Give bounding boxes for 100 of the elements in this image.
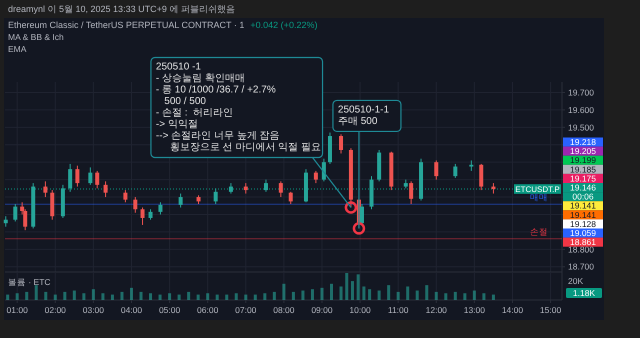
- ref-line-label: 매매: [530, 192, 548, 202]
- bar: [110, 294, 114, 300]
- candlestick: [491, 182, 496, 194]
- text: MA & BB & Ich: [8, 32, 64, 42]
- bar: [101, 293, 104, 300]
- y-tick-label: 19.500: [568, 122, 594, 132]
- candlestick: [288, 191, 293, 205]
- candlestick: [43, 180, 48, 198]
- bar: [196, 294, 200, 300]
- candlestick: [88, 166, 92, 186]
- bar: [6, 294, 10, 300]
- text: dreamynl 이 5월 10, 2025 13:33 UTC+9 에 퍼블리쉬했음: [8, 4, 235, 14]
- candlestick: [409, 180, 414, 205]
- bar: [272, 292, 276, 300]
- candlestick: [50, 190, 54, 220]
- x-tick-label: 14:00: [502, 305, 524, 315]
- chart-subtitle: +0.042 (+0.22%): [250, 20, 318, 30]
- bar: [320, 288, 324, 300]
- candlestick: [13, 204, 18, 222]
- bar: [82, 293, 86, 300]
- annotation: 250510-1-1 주매 500: [338, 104, 390, 127]
- x-tick-label: 01:00: [6, 305, 28, 315]
- candlestick: [264, 179, 268, 192]
- bar: [25, 292, 28, 300]
- text: 19.218: [570, 136, 596, 147]
- candlestick: [75, 165, 80, 188]
- text: 00:06: [572, 192, 594, 202]
- y-tick-label: 19.600: [568, 104, 594, 115]
- bar: [44, 292, 48, 300]
- bar: [92, 289, 95, 300]
- bar: [310, 289, 314, 300]
- x-tick-label: 08:00: [273, 305, 295, 315]
- bar: [396, 292, 400, 300]
- ref-line-label: ETCUSDT.P: [515, 184, 560, 194]
- bar: [282, 284, 286, 300]
- bar: [340, 286, 343, 300]
- y-tick-label: 19.700: [568, 87, 594, 98]
- bar: [482, 293, 486, 300]
- candlestick: [339, 134, 344, 154]
- bar: [434, 292, 438, 300]
- x-tick-label: 09:00: [311, 305, 333, 315]
- bar: [368, 289, 372, 300]
- candlestick: [4, 216, 8, 228]
- x-tick-label: 04:00: [120, 305, 142, 315]
- candlestick: [133, 196, 138, 214]
- x-tick-label: 15:00: [540, 305, 562, 315]
- bar: [225, 294, 228, 300]
- candlestick: [228, 182, 233, 194]
- bar: [350, 281, 354, 300]
- bar: [130, 288, 133, 300]
- x-tick-label: 02:00: [44, 305, 66, 315]
- bar: [140, 292, 143, 300]
- candlestick: [123, 190, 128, 203]
- bar: [168, 293, 172, 300]
- bar: [254, 294, 257, 300]
- text: 20K: [568, 276, 584, 286]
- x-tick-label: 13:00: [464, 305, 486, 315]
- text: 19.175: [570, 173, 596, 184]
- candlestick: [314, 170, 318, 184]
- annotation: 볼륨 · ETC: [8, 277, 51, 287]
- candlestick: [178, 193, 183, 208]
- bar: [463, 293, 466, 300]
- bar: [54, 294, 57, 300]
- x-tick-label: 12:00: [426, 305, 448, 315]
- text: EMA: [8, 44, 27, 54]
- bar: [72, 290, 76, 300]
- x-tick-label: 06:00: [197, 305, 219, 315]
- candlestick: [95, 170, 100, 189]
- x-tick-label: 10:00: [349, 305, 371, 315]
- candlestick: [158, 202, 162, 215]
- ref-line-label: 손절: [530, 226, 548, 237]
- candlestick: [278, 180, 283, 198]
- bar: [454, 292, 457, 300]
- bar: [444, 293, 448, 300]
- candlestick: [434, 160, 438, 180]
- text: 19.185: [570, 164, 596, 174]
- candlestick: [479, 163, 484, 191]
- text: 19.205: [570, 146, 596, 156]
- bar: [356, 274, 360, 300]
- bar: [63, 292, 66, 300]
- bar: [345, 273, 348, 300]
- annotation: 250510 -1 - 상승눌림 확인매매 - 롱 10 /1000 /36.7 / +2.7% 500 / 500 - 손절 : 허리라인 -> 익익절 --> 손절라인 너무 높게 잡음 횡보장으로 선 마디에서 익절 필요: [156, 62, 321, 154]
- text: 19.128: [570, 218, 596, 229]
- bar: [16, 293, 19, 300]
- chart-title: Ethereum Classic / TetherUS PERPETUAL CONTRACT · 1: [8, 20, 244, 30]
- bar: [244, 294, 248, 300]
- x-tick-label: 11:00: [388, 305, 409, 315]
- x-tick-label: 03:00: [82, 305, 104, 315]
- text: 1.18K: [572, 288, 596, 298]
- x-tick-label: 07:00: [235, 305, 257, 315]
- bar: [425, 285, 428, 300]
- bar: [158, 294, 162, 300]
- candlestick: [148, 208, 153, 220]
- bar: [301, 290, 304, 300]
- text: 19.141: [570, 200, 596, 211]
- candlestick: [453, 163, 458, 178]
- bar: [292, 292, 295, 300]
- bar: [149, 293, 152, 300]
- bar: [362, 286, 366, 300]
- candlestick: [244, 182, 248, 194]
